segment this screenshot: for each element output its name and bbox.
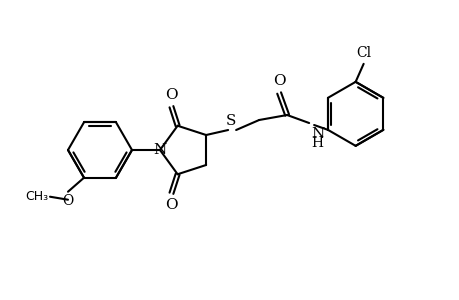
Text: Cl: Cl: [355, 46, 370, 60]
Text: H: H: [310, 136, 322, 150]
Text: N: N: [310, 127, 324, 141]
Text: S: S: [225, 114, 236, 128]
Text: O: O: [165, 88, 177, 102]
Text: O: O: [272, 74, 285, 88]
Text: CH₃: CH₃: [25, 190, 48, 203]
Text: O: O: [165, 198, 177, 212]
Text: N: N: [153, 143, 166, 157]
Text: O: O: [62, 194, 73, 208]
